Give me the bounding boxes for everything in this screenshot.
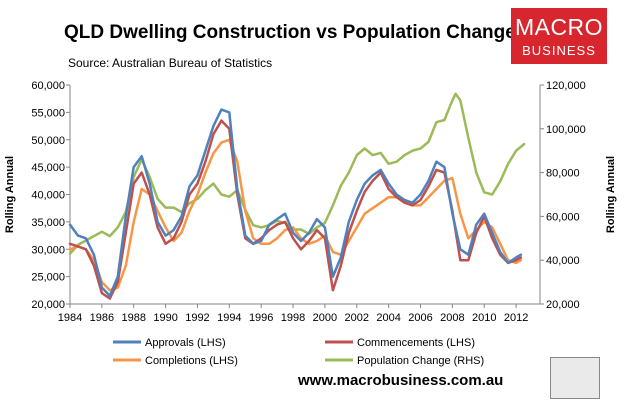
y-tick-label-left: 20,000: [31, 299, 65, 311]
y-tick-label-right: 100,000: [546, 124, 586, 136]
source-note: Source: Australian Bureau of Statistics: [68, 56, 273, 70]
logo-line-1: MACRO: [514, 14, 604, 40]
x-tick-label: 2002: [345, 312, 369, 324]
y-tick-label-left: 25,000: [31, 272, 65, 284]
y-tick-label-left: 45,000: [31, 162, 65, 174]
legend-label: Completions (LHS): [145, 355, 238, 367]
logo-line-2: BUSINESS: [522, 43, 596, 58]
series-lines: [68, 92, 526, 300]
x-tick-label: 1992: [185, 312, 209, 324]
y-tick-label-left: 40,000: [31, 190, 65, 202]
x-tick-label: 1986: [90, 312, 114, 324]
wolf-logo-image: [550, 357, 600, 399]
brand-logo: MACRO BUSINESS: [511, 8, 607, 64]
legend-label: Approvals (LHS): [145, 337, 226, 349]
y-axis-label-left: Rolling Annual: [4, 156, 16, 233]
series-line-approvals-lhs: [68, 108, 523, 298]
y-tick-label-right: 120,000: [546, 80, 586, 92]
x-tick-label: 2008: [440, 312, 464, 324]
x-tick-label: 1996: [249, 312, 273, 324]
x-tick-label: 2006: [408, 312, 432, 324]
x-tick-label: 1990: [153, 312, 177, 324]
x-tick-label: 2012: [504, 312, 528, 324]
x-tick-label: 1984: [58, 312, 82, 324]
legend: Approvals (LHS) Commencements (LHS) Comple…: [113, 337, 484, 367]
x-tick-label: 1988: [121, 312, 145, 324]
website-url: www.macrobusiness.com.au: [298, 372, 504, 389]
x-tick-label: 2004: [376, 312, 400, 324]
x-tick-label: 1994: [217, 312, 241, 324]
chart-title: QLD Dwelling Construction vs Population …: [64, 22, 516, 43]
y-tick-label-left: 30,000: [31, 244, 65, 256]
series-line-completions-lhs: [68, 138, 523, 292]
y-tick-label-left: 50,000: [31, 135, 65, 147]
x-tick-label: 1998: [281, 312, 305, 324]
legend-label: Population Change (RHS): [357, 355, 484, 367]
y-tick-label-left: 55,000: [31, 107, 65, 119]
y-tick-label-right: 20,000: [546, 299, 580, 311]
x-tick-label: 2000: [313, 312, 337, 324]
y-axis-label-right: Rolling Annual: [605, 156, 617, 233]
y-tick-label-left: 35,000: [31, 217, 65, 229]
y-tick-label-left: 60,000: [31, 80, 65, 92]
x-tick-label: 2010: [472, 312, 496, 324]
legend-label: Commencements (LHS): [357, 337, 475, 349]
y-tick-label-right: 80,000: [546, 168, 580, 180]
y-tick-label-right: 60,000: [546, 211, 580, 223]
axes: 20,000 25,000 30,000 35,000 40,000 45,000 50,0…: [4, 80, 617, 324]
y-tick-label-right: 40,000: [546, 255, 580, 267]
